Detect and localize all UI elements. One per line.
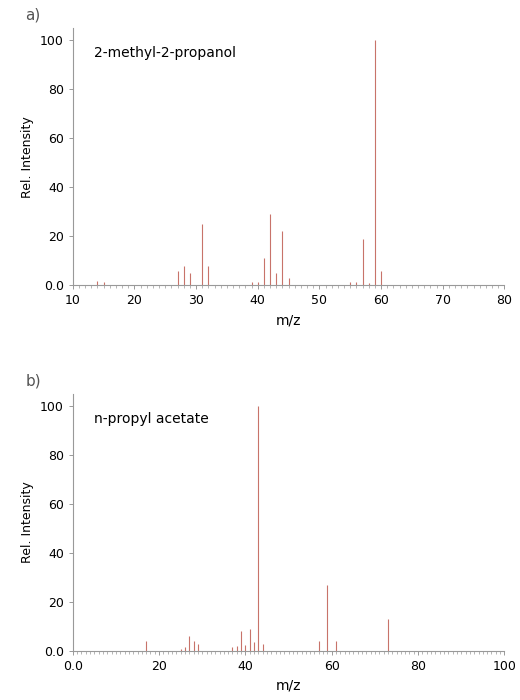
X-axis label: m/z: m/z — [276, 313, 302, 327]
Y-axis label: Rel. Intensity: Rel. Intensity — [21, 116, 34, 197]
Text: b): b) — [25, 373, 41, 389]
Text: a): a) — [25, 8, 41, 23]
Y-axis label: Rel. Intensity: Rel. Intensity — [21, 482, 34, 564]
Text: 2-methyl-2-propanol: 2-methyl-2-propanol — [95, 46, 237, 60]
X-axis label: m/z: m/z — [276, 678, 302, 692]
Text: n-propyl acetate: n-propyl acetate — [95, 412, 209, 426]
